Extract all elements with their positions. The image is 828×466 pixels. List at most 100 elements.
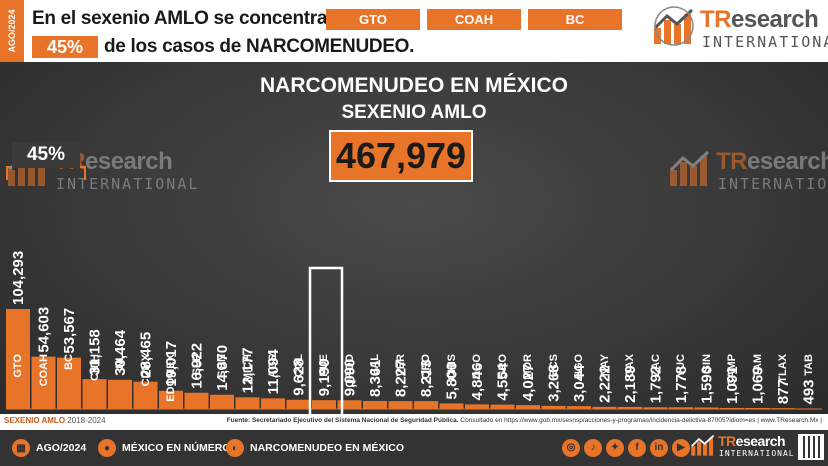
social-icons: ◎ ♪ ✦ f in ▶ — [562, 439, 690, 457]
bar-edomex — [159, 390, 183, 409]
value-label: 1,778 — [673, 366, 690, 404]
value-label: 8,213 — [418, 360, 435, 398]
bar-ags — [261, 398, 285, 409]
bar-son — [210, 394, 234, 409]
instagram-icon[interactable]: ◎ — [562, 439, 580, 457]
category-label-slp: SLP — [190, 354, 203, 376]
date-strip-label: AGO/2024 — [7, 9, 17, 53]
category-label-oax: OAX — [624, 354, 636, 378]
value-label: 2,189 — [622, 365, 639, 403]
bar-camp — [720, 407, 744, 409]
bar-coah — [31, 356, 56, 409]
value-label: 9,628 — [291, 358, 308, 396]
tiktok-icon[interactable]: ♪ — [584, 439, 602, 457]
youtube-icon[interactable]: ▶ — [672, 439, 690, 457]
value-label: 16,922 — [189, 343, 206, 389]
value-label: 104,293 — [10, 251, 27, 305]
category-label-pue: PUE — [318, 354, 330, 377]
bar-bc — [57, 357, 81, 409]
category-label-coah: COAH — [37, 354, 50, 387]
bar-chis — [439, 403, 464, 409]
value-label: 11,094 — [265, 349, 282, 395]
bar-nay — [592, 406, 617, 409]
category-label-cdmx: CDMX — [139, 354, 152, 387]
footer-logo[interactable]: TResearch INTERNATIONAL — [690, 433, 794, 465]
category-label-chis: CHIS — [445, 354, 458, 381]
linkedin-icon[interactable]: in — [650, 439, 668, 457]
logo-title: TResearch — [718, 433, 786, 449]
category-label-mich: MICH — [241, 354, 254, 383]
bar-chih — [82, 379, 107, 409]
calendar-icon: ▦ — [12, 439, 30, 457]
bar-jal — [363, 400, 387, 409]
value-label: 1,590 — [699, 366, 716, 404]
category-label-hgo: HGO — [573, 354, 585, 380]
qr-code[interactable] — [798, 434, 824, 460]
bar-tam — [745, 407, 770, 409]
value-label: 1,792 — [648, 366, 665, 404]
bar-nl — [108, 379, 132, 409]
category-label-tab: TAB — [802, 354, 815, 376]
logo-subtitle: INTERNATIONAL — [56, 175, 200, 193]
value-label: 8,227 — [393, 360, 410, 398]
bar-yuc — [669, 407, 693, 409]
value-label: 12,177 — [240, 347, 257, 393]
footer-date: ▦ AGO/2024 — [12, 430, 86, 466]
category-label-nay: NAY — [598, 354, 611, 377]
highlight-frame — [308, 266, 344, 414]
value-label: 9,190 — [316, 359, 333, 397]
value-label: 1,091 — [724, 366, 741, 404]
value-label: 2,222 — [597, 365, 614, 403]
bar-col — [286, 399, 311, 409]
state-badge-bc: BC — [528, 9, 622, 30]
bracket-percent-label: 45% — [12, 142, 80, 168]
value-label: 14,870 — [214, 345, 231, 391]
bar-zac — [643, 407, 668, 409]
value-label: 3,268 — [546, 364, 563, 402]
headline-line-2: de los casos de NARCOMENUDEO. — [104, 36, 415, 57]
logo-subtitle: INTERNATIONAL — [702, 33, 828, 51]
footer-mexico-numeros[interactable]: ● MÉXICO EN NÚMEROS — [98, 430, 238, 466]
logo-title: TResearch — [716, 148, 828, 175]
category-label-camp: CAMP — [726, 354, 738, 387]
category-label-col: COL — [292, 354, 305, 378]
value-label: 53,567 — [61, 308, 78, 354]
facebook-icon[interactable]: f — [628, 439, 646, 457]
bar-hgo — [567, 406, 591, 409]
date-strip: AGO/2024 — [0, 0, 24, 62]
percent-bracket: 45% — [6, 142, 86, 180]
watermark-logo-right: TResearch INTERNATIONAL — [668, 148, 828, 198]
category-label-jal: JAL — [369, 354, 381, 375]
category-label-ver: VER — [394, 354, 407, 377]
value-label: 877 — [775, 379, 792, 404]
twitter-icon[interactable]: ✦ — [606, 439, 624, 457]
bar-mich — [235, 397, 260, 409]
bar-gto — [6, 309, 30, 409]
chart-panel: TResearch INTERNATIONAL TResearch INTERN… — [0, 62, 828, 414]
value-label: 9,090 — [342, 359, 359, 397]
value-label: 1,069 — [750, 366, 767, 404]
category-label-yuc: YUC — [675, 354, 687, 378]
value-label: 493 — [801, 379, 818, 404]
people-icon: ● — [98, 439, 116, 457]
logo-title: TResearch — [700, 6, 819, 33]
bar-ver — [388, 401, 413, 409]
source-text: Fuente: Secretariado Ejecutivo del Siste… — [226, 417, 822, 424]
bar-slp — [184, 392, 209, 409]
state-badge-gto: GTO — [326, 9, 420, 30]
category-label-chih: CHIH — [88, 354, 101, 381]
category-label-ags: AGS — [267, 354, 279, 378]
category-label-tam: TAM — [751, 354, 764, 378]
bar-sin — [694, 407, 719, 409]
bar-oax — [618, 406, 642, 409]
bar-pue — [312, 400, 336, 409]
bar-bcs — [541, 405, 566, 409]
tresearch-logo[interactable]: TResearch INTERNATIONAL — [652, 6, 828, 56]
category-label-edomex: EDOMEX — [165, 354, 177, 402]
value-label: 4,554 — [495, 362, 512, 400]
category-label-bc: BC — [63, 354, 75, 370]
bar-cdmx — [133, 381, 158, 409]
footer-narcomenudeo[interactable]: ◐ NARCOMENUDEO EN MÉXICO — [226, 430, 404, 466]
tresearch-logo-icon — [653, 6, 694, 46]
value-label: 30,464 — [112, 329, 129, 376]
